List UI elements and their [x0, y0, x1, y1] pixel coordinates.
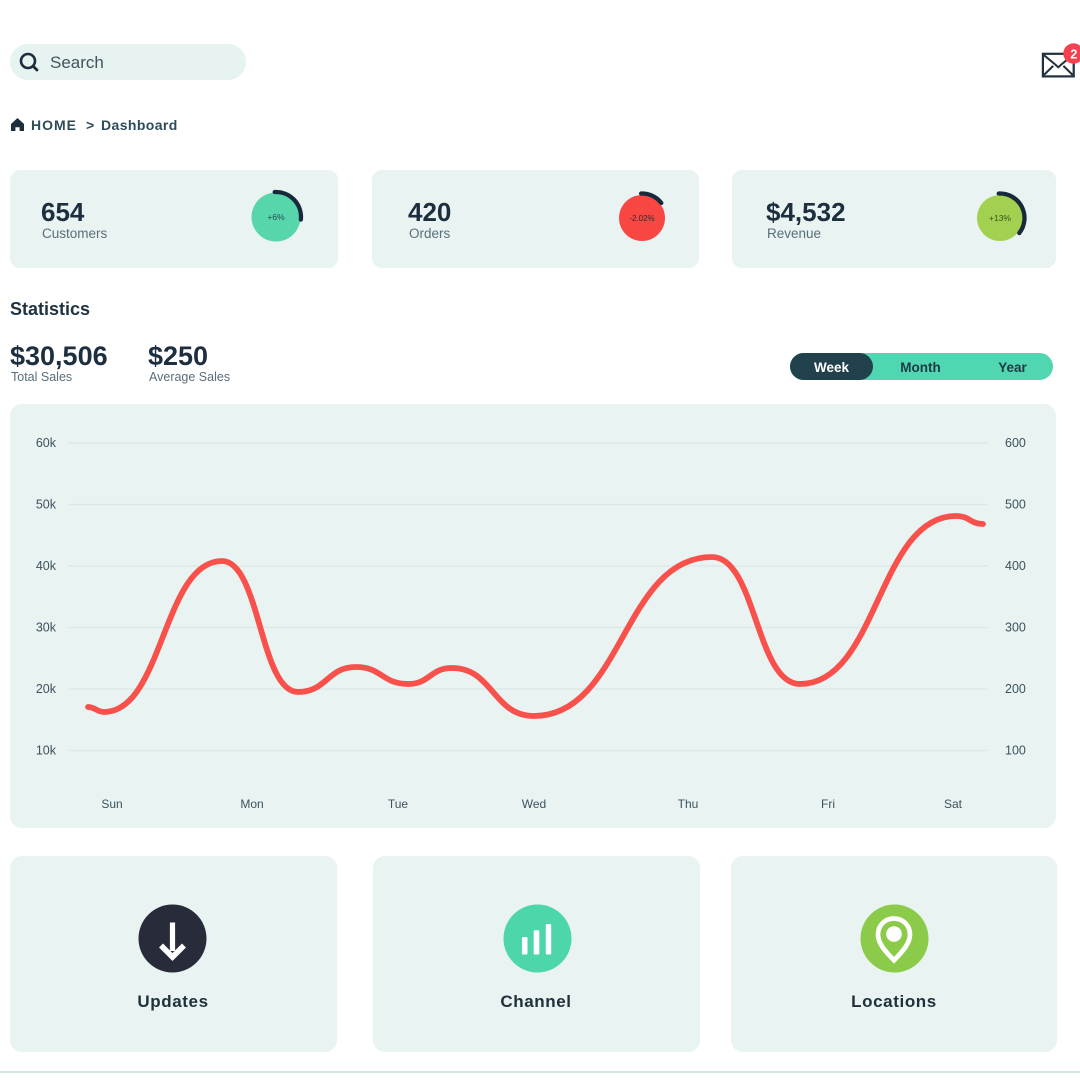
svg-text:Thu: Thu — [678, 797, 699, 811]
svg-text:Sun: Sun — [101, 797, 122, 811]
svg-text:Mon: Mon — [240, 797, 263, 811]
svg-text:300: 300 — [1005, 621, 1026, 635]
svg-text:2: 2 — [1070, 47, 1077, 61]
svg-text:600: 600 — [1005, 436, 1026, 450]
svg-text:30k: 30k — [36, 621, 57, 635]
svg-text:Wed: Wed — [522, 797, 546, 811]
svg-text:Tue: Tue — [388, 797, 409, 811]
svg-text:200: 200 — [1005, 682, 1026, 696]
svg-text:50k: 50k — [36, 498, 57, 512]
svg-text:60k: 60k — [36, 436, 57, 450]
svg-text:400: 400 — [1005, 559, 1026, 573]
svg-text:Sat: Sat — [944, 797, 963, 811]
svg-text:500: 500 — [1005, 498, 1026, 512]
svg-text:100: 100 — [1005, 744, 1026, 758]
svg-text:20k: 20k — [36, 682, 57, 696]
svg-text:Fri: Fri — [821, 797, 835, 811]
svg-text:+6%: +6% — [267, 212, 285, 222]
svg-text:+13%: +13% — [989, 213, 1011, 223]
svg-text:10k: 10k — [36, 744, 57, 758]
svg-text:40k: 40k — [36, 559, 57, 573]
svg-text:-2.02%: -2.02% — [629, 214, 654, 223]
